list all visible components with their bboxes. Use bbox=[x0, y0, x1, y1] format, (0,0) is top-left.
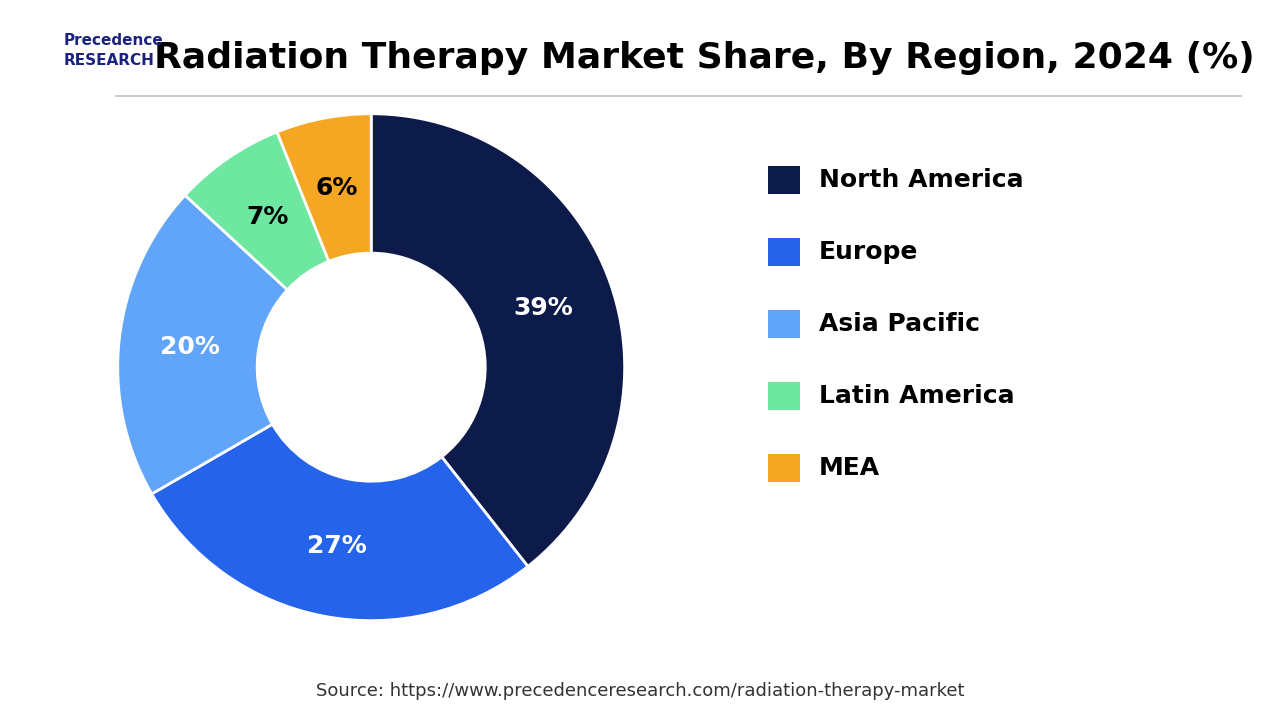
Text: Asia Pacific: Asia Pacific bbox=[819, 312, 980, 336]
Wedge shape bbox=[276, 114, 371, 261]
Text: Radiation Therapy Market Share, By Region, 2024 (%): Radiation Therapy Market Share, By Regio… bbox=[154, 40, 1254, 75]
Text: MEA: MEA bbox=[819, 456, 881, 480]
Text: 7%: 7% bbox=[247, 205, 289, 229]
Text: 20%: 20% bbox=[160, 335, 220, 359]
Text: 39%: 39% bbox=[513, 295, 573, 320]
Wedge shape bbox=[118, 195, 288, 494]
Text: Europe: Europe bbox=[819, 240, 919, 264]
Text: North America: North America bbox=[819, 168, 1024, 192]
Wedge shape bbox=[152, 424, 527, 621]
Text: Source: https://www.precedenceresearch.com/radiation-therapy-market: Source: https://www.precedenceresearch.c… bbox=[316, 683, 964, 700]
Text: Latin America: Latin America bbox=[819, 384, 1015, 408]
Wedge shape bbox=[371, 114, 625, 567]
Text: 6%: 6% bbox=[315, 176, 358, 200]
Text: Precedence
RESEARCH: Precedence RESEARCH bbox=[64, 33, 164, 68]
Text: 27%: 27% bbox=[307, 534, 366, 559]
Wedge shape bbox=[186, 132, 329, 290]
